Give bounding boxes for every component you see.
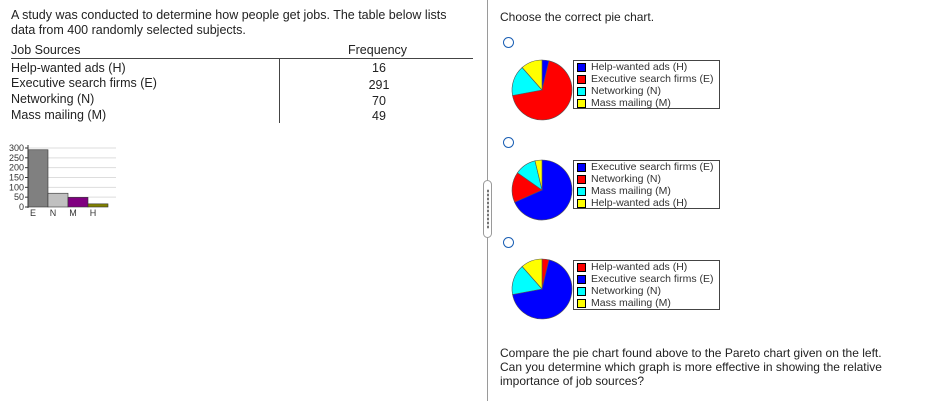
legend-swatch [577,198,586,208]
pareto-bar [87,203,109,208]
intro-line-2: data from 400 randomly selected subjects… [11,23,246,37]
legend-swatch [577,62,586,72]
pareto-bar [67,197,89,208]
compare-line-3: importance of job sources? [500,374,645,388]
pareto-y-tick-label: 0 [19,202,24,212]
table-column-rule [279,58,280,123]
option-1-pie-chart [511,59,573,121]
option-2-radio[interactable] [503,137,514,148]
table-row-frequency: 49 [372,109,386,123]
legend-swatch [577,174,586,184]
pareto-bar [47,192,69,208]
legend-item: Executive search firms (E) [577,273,714,285]
table-header-source: Job Sources [11,43,81,57]
intro-line-1: A study was conducted to determine how p… [11,8,447,22]
legend-swatch [577,262,586,272]
legend-item: Mass mailing (M) [577,185,671,197]
table-row-frequency: 16 [372,61,386,75]
pareto-x-tick-label: N [50,208,57,218]
legend-item: Executive search firms (E) [577,161,714,173]
table-row-frequency: 70 [372,94,386,108]
legend-item: Networking (N) [577,285,661,297]
legend-swatch [577,298,586,308]
pareto-y-tick-label: 200 [9,163,24,173]
legend-item: Networking (N) [577,173,661,185]
pie-slice [521,258,543,290]
table-header-rule [11,58,473,59]
legend-swatch [577,186,586,196]
table-row-source: Networking (N) [11,92,95,106]
legend-item: Help-wanted ads (H) [577,61,687,73]
legend-item: Networking (N) [577,85,661,97]
legend-item: Mass mailing (M) [577,97,671,109]
pareto-y-tick-label: 250 [9,153,24,163]
pareto-x-tick-label: H [90,208,97,218]
legend-item: Executive search firms (E) [577,73,714,85]
pareto-x-tick-label: E [30,208,36,218]
pie-slice [534,159,543,191]
table-header-frequency: Frequency [348,43,408,57]
option-3-legend: Help-wanted ads (H) Executive search fir… [573,260,720,310]
legend-item: Help-wanted ads (H) [577,261,687,273]
panel-resize-handle[interactable] [483,180,492,238]
compare-line-2: Can you determine which graph is more ef… [500,360,882,374]
pareto-bar [27,149,49,208]
pareto-x-tick-label: M [69,208,77,218]
option-2-pie-chart [511,159,573,221]
pie-slice [514,159,573,221]
pie-slice [521,59,543,91]
legend-item: Help-wanted ads (H) [577,197,687,209]
legend-swatch [577,162,586,172]
table-row-frequency: 291 [368,78,390,92]
legend-item: Mass mailing (M) [577,297,671,309]
question-prompt: Choose the correct pie chart. [500,10,655,24]
legend-swatch [577,286,586,296]
option-2-legend: Executive search firms (E) Networking (N… [573,160,720,209]
option-3-radio[interactable] [503,237,514,248]
pareto-y-tick-label: 300 [9,143,24,153]
legend-swatch [577,98,586,108]
pareto-y-tick-label: 100 [9,182,24,192]
compare-line-1: Compare the pie chart found above to the… [500,346,882,360]
table-row-source: Help-wanted ads (H) [11,61,126,75]
option-1-radio[interactable] [503,37,514,48]
table-row-source: Executive search firms (E) [11,76,157,90]
pareto-y-tick-label: 50 [14,192,24,202]
pareto-y-tick-label: 150 [9,173,24,183]
legend-swatch [577,274,586,284]
legend-swatch [577,74,586,84]
option-1-legend: Help-wanted ads (H) Executive search fir… [573,60,720,109]
legend-swatch [577,86,586,96]
table-row-source: Mass mailing (M) [11,108,107,122]
option-3-pie-chart [511,258,573,320]
